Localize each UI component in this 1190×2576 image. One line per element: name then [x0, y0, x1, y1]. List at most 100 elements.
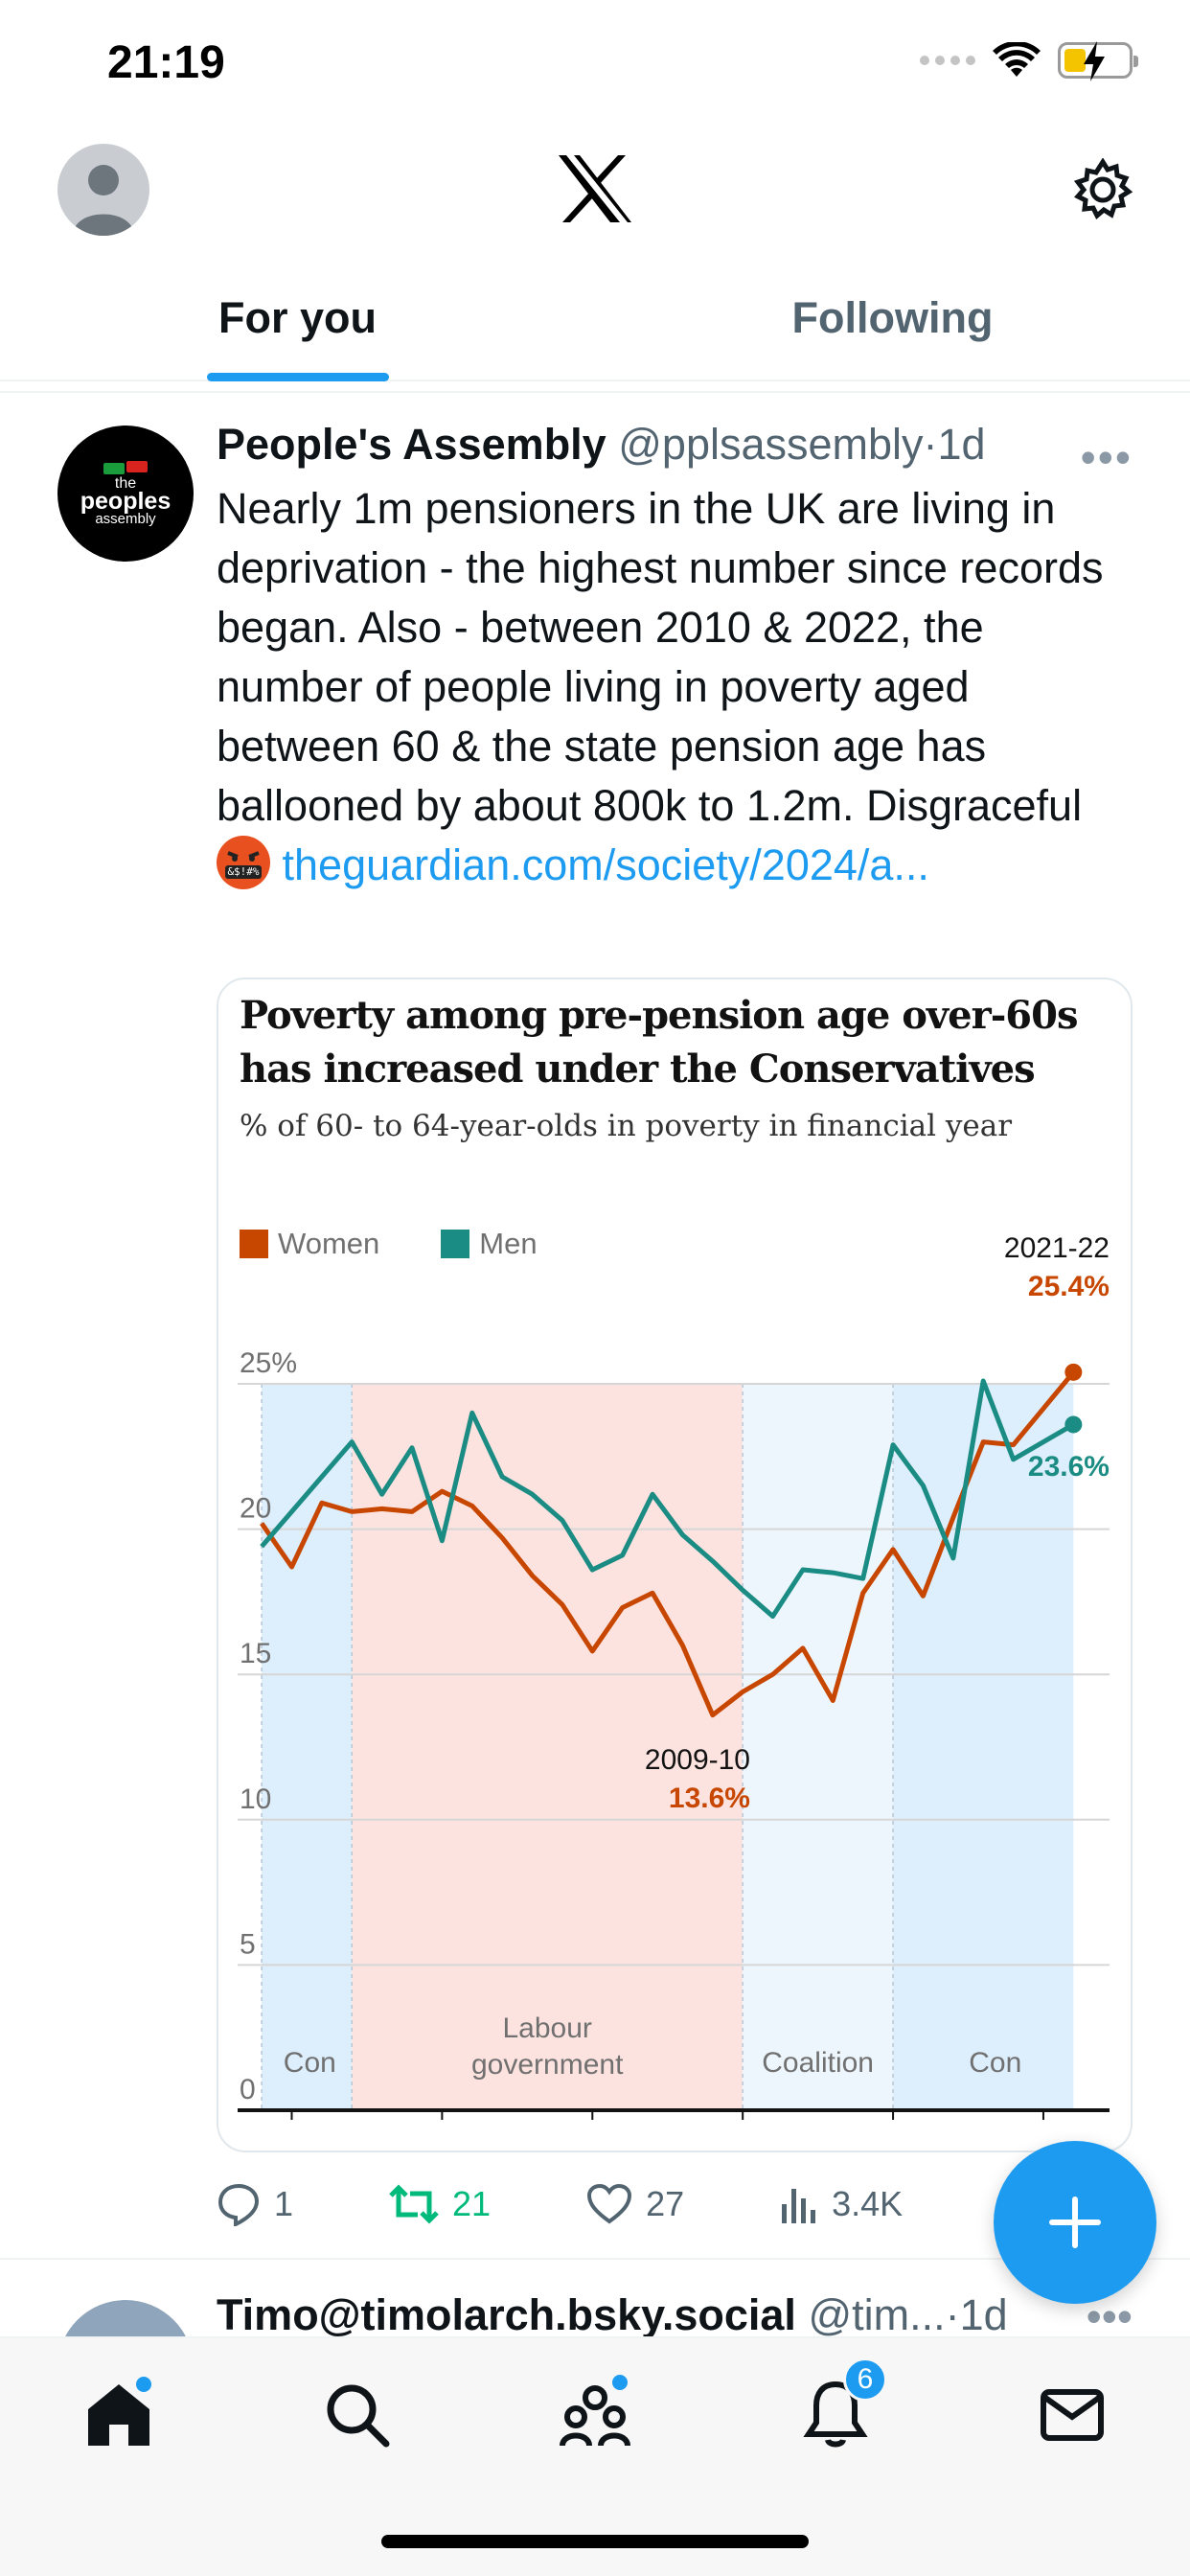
nav-messages[interactable]: [1034, 2377, 1110, 2453]
annotation-end-year: 2021-22: [1004, 1232, 1110, 1264]
author-handle[interactable]: @pplsassembly: [618, 420, 924, 469]
y-tick-label-20: 20: [240, 1493, 271, 1525]
home-indicator: [381, 2535, 809, 2548]
nav-notifications[interactable]: 6: [797, 2358, 887, 2453]
next-tweet-time[interactable]: 1d: [959, 2290, 1008, 2338]
y-tick-label-15: 15: [240, 1638, 271, 1669]
period-label-0: Con: [284, 2047, 336, 2079]
tweet-actions: 1 21 27 3.4K: [217, 2171, 1117, 2238]
plus-icon: [1049, 2196, 1101, 2248]
y-tick-label-0: 0: [240, 2074, 256, 2105]
chart-canvas: 0 5 10 15 20 25% Con Labour government Coalition C…: [238, 1232, 1110, 2120]
reply-count: 1: [274, 2184, 294, 2223]
nav-search[interactable]: [319, 2377, 396, 2453]
x-logo-icon[interactable]: [557, 153, 633, 224]
top-nav: [0, 134, 1190, 249]
home-icon: [88, 2384, 149, 2446]
article-link[interactable]: theguardian.com/society/2024/a...: [282, 840, 929, 889]
annotation-women-end-value: 25.4%: [1028, 1271, 1110, 1302]
search-icon: [327, 2384, 390, 2448]
period-band-3: [893, 1384, 1074, 2110]
y-tick-label-25: 25%: [240, 1347, 297, 1379]
next-header-separator: ·: [945, 2290, 960, 2338]
reply-button[interactable]: 1: [217, 2182, 293, 2226]
status-icons: [920, 41, 1138, 81]
bottom-nav: 6: [0, 2336, 1190, 2576]
avatar-logo-text-3: assembly: [95, 510, 156, 527]
period-label-2: Coalition: [762, 2047, 874, 2079]
retweet-icon: [389, 2184, 439, 2224]
views-chart-icon: [782, 2189, 816, 2223]
nav-home[interactable]: [80, 2377, 157, 2453]
chart-title: Poverty among pre-pension age over-60s h…: [240, 993, 1078, 1092]
next-author-handle[interactable]: @tim...: [808, 2290, 946, 2338]
heart-icon: [587, 2183, 632, 2224]
views-button[interactable]: 3.4K: [780, 2183, 903, 2225]
timeline-tabs: For you Following: [0, 278, 1190, 381]
legend-item-women: Women: [240, 1227, 379, 1261]
tweet-text: Nearly 1m pensioners in the UK are livin…: [217, 479, 1136, 895]
reply-icon: [217, 2183, 260, 2226]
series-endpoint-men: [1064, 1415, 1083, 1434]
tweet[interactable]: the peoples assembly People's Assembly @…: [0, 391, 1190, 2260]
series-endpoint-women: [1064, 1363, 1083, 1381]
annotation-low-year: 2009-10: [645, 1744, 750, 1776]
next-tweet-header: Timo@timolarch.bsky.social @tim...·1d: [217, 2290, 1008, 2338]
more-options-icon[interactable]: •••: [1080, 432, 1133, 482]
emoji-symbols: &$!#%: [225, 865, 262, 879]
series-line-men: [260, 1378, 1075, 1620]
legend-swatch-women: [240, 1230, 268, 1258]
header-separator: ·: [923, 420, 938, 469]
view-count: 3.4K: [832, 2184, 904, 2223]
envelope-icon: [1041, 2389, 1104, 2441]
retweet-button[interactable]: 21: [389, 2182, 491, 2226]
avatar-logo-text-2: peoples: [80, 487, 172, 515]
legend-label-men: Men: [479, 1227, 538, 1260]
tab-for-you[interactable]: For you: [0, 278, 595, 381]
chart-image-card[interactable]: 0 5 10 15 20 25% Con Labour government Coalition C…: [217, 978, 1133, 2152]
next-author-name[interactable]: Timo@timolarch.bsky.social: [217, 2290, 796, 2338]
nav-communities[interactable]: [557, 2375, 633, 2453]
period-label-3: Con: [969, 2047, 1021, 2079]
compose-button[interactable]: [994, 2141, 1156, 2304]
tab-following-label: Following: [791, 293, 994, 342]
status-time: 21:19: [107, 37, 225, 88]
author-name[interactable]: People's Assembly: [217, 420, 606, 469]
chart-subtitle: % of 60- to 64-year-olds in poverty in f…: [240, 1109, 1013, 1143]
like-button[interactable]: 27: [586, 2183, 684, 2225]
wifi-icon: [993, 42, 1041, 77]
active-tab-indicator: [206, 373, 389, 381]
tab-following[interactable]: Following: [595, 278, 1190, 380]
profile-avatar[interactable]: [57, 144, 149, 236]
communities-unread-dot: [612, 2375, 628, 2390]
tweet-author-avatar[interactable]: the peoples assembly: [57, 426, 194, 562]
battery-icon: [1058, 41, 1138, 81]
annotation-low-value: 13.6%: [669, 1782, 750, 1814]
tweet-header: People's Assembly @pplsassembly·1d: [217, 420, 1133, 470]
legend-swatch-men: [441, 1230, 470, 1258]
period-band-2: [743, 1384, 894, 2110]
tweet-text-body: Nearly 1m pensioners in the UK are livin…: [217, 484, 1104, 830]
notifications-count-badge: 6: [843, 2358, 887, 2402]
home-unread-dot: [136, 2377, 151, 2392]
y-tick-label-5: 5: [240, 1928, 256, 1960]
cellular-signal-icon: [920, 56, 975, 65]
speech-bubbles-logo-icon: [103, 460, 148, 474]
chart-legend: Women Men: [240, 1227, 538, 1261]
cursing-face-emoji-icon: &$!#%: [217, 836, 270, 889]
tab-for-you-label: For you: [218, 293, 377, 342]
avatar-logo-text-1: the: [114, 474, 137, 492]
gear-icon[interactable]: [1071, 158, 1134, 221]
next-tweet-avatar[interactable]: [57, 2300, 194, 2338]
series-line-women: [260, 1370, 1076, 1718]
like-count: 27: [646, 2184, 685, 2223]
legend-label-women: Women: [278, 1227, 380, 1260]
period-label-1-line2: government: [471, 2049, 624, 2081]
communities-icon: [560, 2385, 630, 2447]
period-label-1-line1: Labour: [502, 2012, 591, 2044]
tweet-time[interactable]: 1d: [937, 420, 986, 469]
legend-item-men: Men: [441, 1227, 538, 1261]
retweet-count: 21: [452, 2184, 492, 2223]
person-icon: [73, 165, 134, 236]
status-bar: 21:19: [0, 0, 1190, 125]
